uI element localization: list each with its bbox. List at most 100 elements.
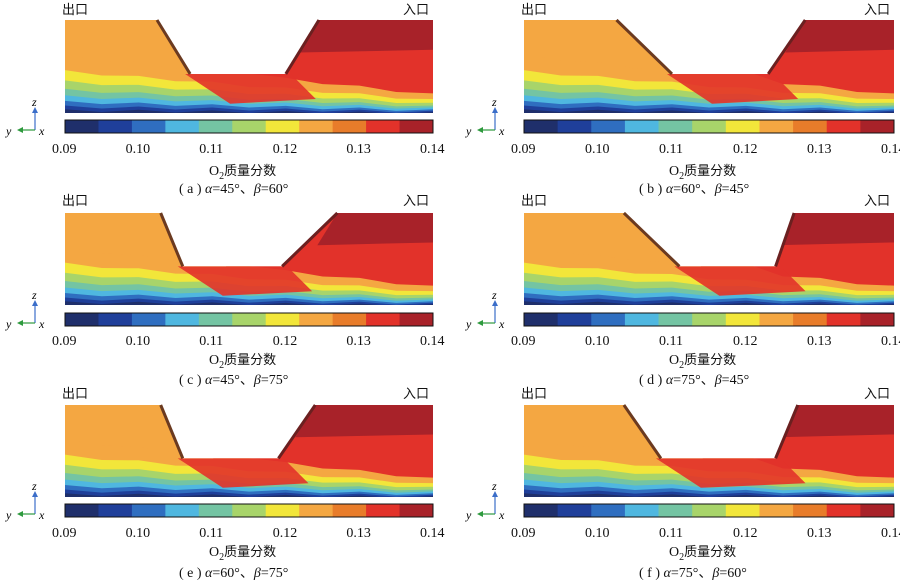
inlet-label: 入口: [864, 387, 890, 402]
outlet-label: 出口: [521, 194, 547, 209]
panel-c: 出口 入口 z y x 0.09 0.10 0.11 0.12 0.13 0.14 O2质量分数 ( c…: [5, 194, 445, 388]
colorbar-tick-label: 0.09: [511, 142, 536, 157]
x-axis-label: x: [498, 508, 505, 522]
colorbar: 0.09 0.10 0.11 0.12 0.13 0.14 O2质量分数: [511, 503, 900, 563]
panel-caption: ( b ) α=60°、β=45°: [639, 182, 749, 197]
colorbar-tick-label: 0.12: [733, 142, 758, 157]
x-axis-label: x: [498, 317, 505, 331]
colorbar-segment: [98, 313, 133, 326]
outlet-label: 出口: [62, 3, 88, 18]
y-axis-label: y: [5, 508, 12, 522]
outlet-label: 出口: [521, 3, 547, 18]
panel-b: 出口 入口 z y x 0.09 0.10 0.11 0.12 0.13 0.14 O2质量分数( b…: [465, 3, 900, 197]
colorbar-tick-label: 0.13: [346, 142, 371, 157]
colorbar-tick-label: 0.11: [659, 334, 683, 349]
colorbar-segment: [557, 120, 592, 133]
concentration-field: [524, 20, 894, 113]
z-axis-label: z: [491, 288, 497, 302]
colorbar-segment: [165, 120, 200, 133]
colorbar-tick-label: 0.14: [420, 526, 445, 541]
inlet-label: 入口: [864, 194, 890, 209]
colorbar-title: O2质量分数: [669, 545, 736, 563]
colorbar-segment: [826, 313, 861, 326]
inlet-label: 入口: [403, 194, 429, 209]
contour-band: [524, 105, 894, 113]
x-axis-label: x: [38, 508, 45, 522]
colorbar-segment: [692, 120, 727, 133]
contour-band: [65, 493, 433, 497]
colorbar-tick-label: 0.13: [346, 526, 371, 541]
colorbar-tick-label: 0.10: [126, 334, 151, 349]
panel-e: 出口 入口 z y x 0.09 0.10 0.11 0.12 0.13 0.14 O2质量分数 ( e…: [5, 387, 445, 581]
colorbar-segment: [366, 313, 401, 326]
colorbar: 0.09 0.10 0.11 0.12 0.13 0.14 O2质量分数: [511, 119, 900, 182]
z-axis-label: z: [491, 95, 497, 109]
axis-triad-icon: z y x: [5, 95, 45, 138]
colorbar-title: O2质量分数: [209, 353, 276, 371]
colorbar-segment: [591, 504, 626, 517]
colorbar-segment: [98, 120, 133, 133]
colorbar-segment: [131, 120, 166, 133]
contour-band: [185, 73, 316, 104]
contour-band: [65, 489, 433, 497]
colorbar-tick-label: 0.12: [733, 334, 758, 349]
y-axis-label: y: [465, 508, 472, 522]
colorbar-tick-label: 0.10: [585, 334, 610, 349]
colorbar-tick-label: 0.12: [273, 142, 298, 157]
colorbar-segment: [165, 313, 200, 326]
colorbar: 0.09 0.10 0.11 0.12 0.13 0.14 O2质量分数: [511, 312, 900, 371]
colorbar-segment: [725, 313, 760, 326]
colorbar-title: O2质量分数: [209, 164, 276, 182]
colorbar-segment: [131, 504, 166, 517]
concentration-field: [65, 20, 433, 113]
contour-band: [667, 73, 799, 104]
axis-triad-icon: z y x: [5, 479, 45, 522]
colorbar-segment: [524, 313, 559, 326]
colorbar-title: O2质量分数: [669, 164, 736, 182]
axis-triad-icon: z y x: [465, 479, 505, 522]
colorbar-segment: [793, 120, 828, 133]
z-axis-label: z: [491, 479, 497, 493]
z-axis-label: z: [31, 288, 37, 302]
contour-band: [674, 266, 806, 296]
panel-caption: ( e ) α=60°、β=75°: [179, 566, 288, 581]
colorbar-tick-label: 0.14: [881, 334, 900, 349]
colorbar-segment: [332, 120, 367, 133]
colorbar-segment: [557, 313, 592, 326]
outlet-label: 出口: [62, 387, 88, 402]
colorbar-segment: [692, 504, 727, 517]
colorbar-segment: [299, 120, 334, 133]
contour-band: [177, 458, 309, 488]
colorbar-segment: [131, 313, 166, 326]
colorbar-segment: [658, 504, 693, 517]
colorbar-tick-label: 0.10: [585, 142, 610, 157]
colorbar-tick-label: 0.14: [881, 142, 900, 157]
outlet-label: 出口: [521, 387, 547, 402]
colorbar-segment: [591, 313, 626, 326]
colorbar-segment: [232, 313, 267, 326]
y-axis-label: y: [465, 124, 472, 138]
panel-caption: ( c ) α=45°、β=75°: [179, 373, 288, 388]
colorbar-tick-label: 0.13: [807, 526, 832, 541]
colorbar-segment: [793, 504, 828, 517]
colorbar-segment: [366, 120, 401, 133]
colorbar-segment: [860, 313, 895, 326]
colorbar-segment: [524, 504, 559, 517]
colorbar-tick-label: 0.14: [420, 334, 445, 349]
colorbar-segment: [265, 120, 300, 133]
colorbar-tick-label: 0.11: [659, 526, 683, 541]
axis-triad-icon: z y x: [465, 95, 505, 138]
panel-d: 出口 入口 z y x 0.09 0.10 0.11 0.12 0.13 0.14 O2质量分数 ( d…: [465, 194, 900, 388]
colorbar: 0.09 0.10 0.11 0.12 0.13 0.14 O2质量分数: [52, 119, 445, 182]
contour-band: [524, 493, 894, 497]
axis-triad-icon: z y x: [465, 288, 505, 331]
panel-caption: ( d ) α=75°、β=45°: [639, 373, 749, 388]
colorbar-segment: [332, 504, 367, 517]
colorbar-tick-label: 0.09: [52, 334, 77, 349]
contour-band: [65, 109, 433, 113]
contour-band: [65, 105, 433, 113]
y-axis-label: y: [5, 317, 12, 331]
concentration-field: [524, 213, 894, 305]
colorbar-segment: [826, 504, 861, 517]
